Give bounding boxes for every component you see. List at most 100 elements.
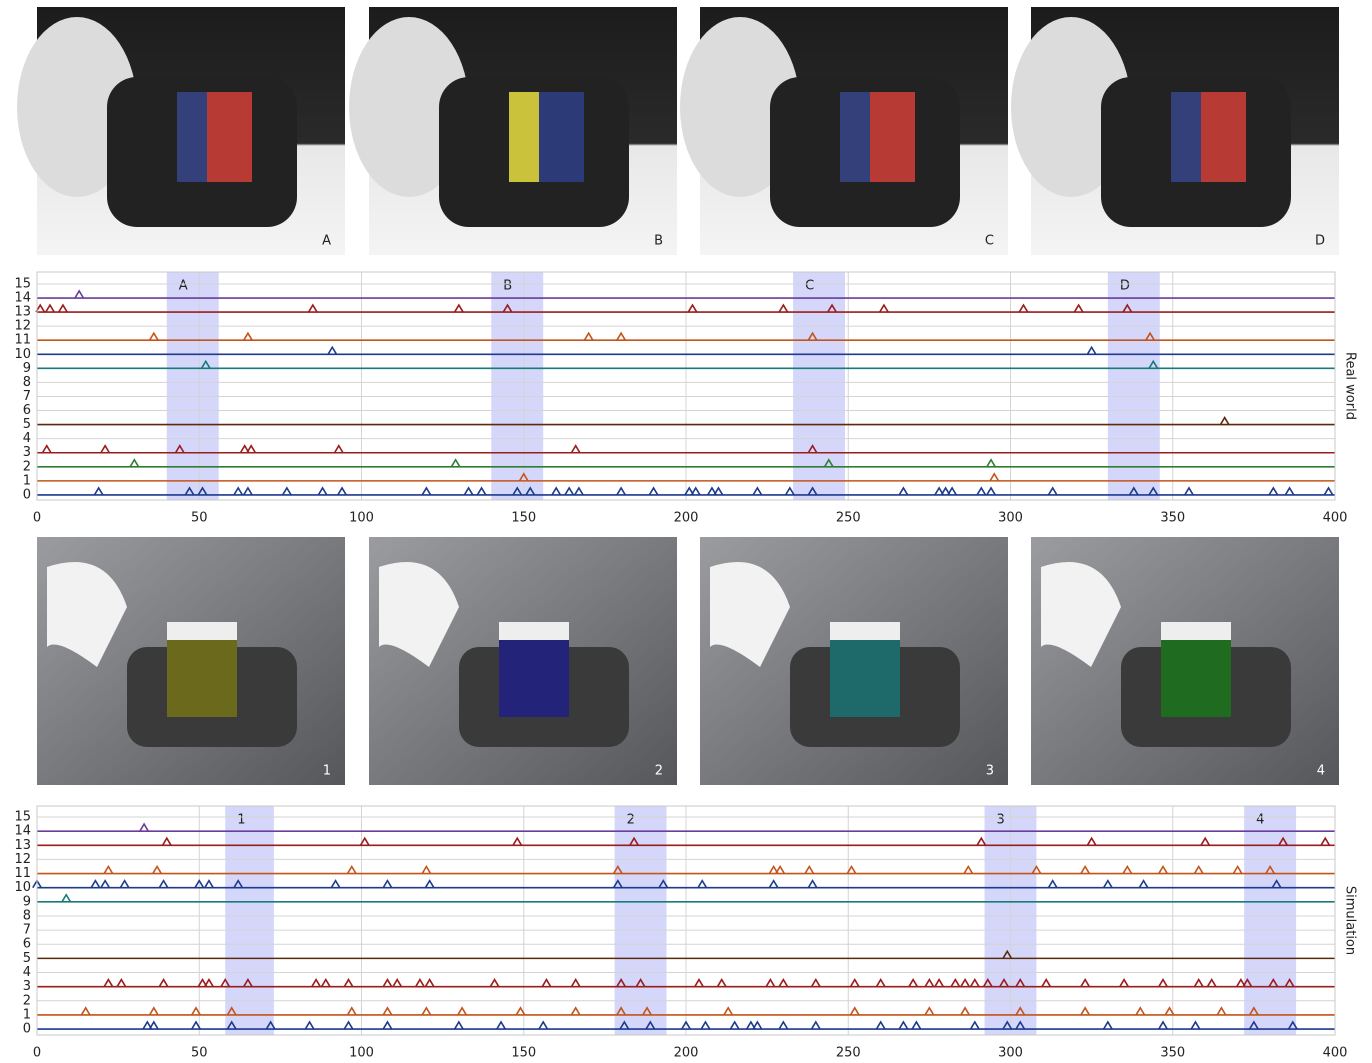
photo-label: A (322, 234, 331, 249)
event-spike (150, 1022, 158, 1029)
event-spike (935, 980, 943, 987)
y-tick-label: 0 (23, 487, 31, 502)
event-spike (977, 838, 985, 845)
event-spike (1217, 1008, 1225, 1015)
x-tick-label: 0 (33, 1046, 41, 1061)
event-spike (348, 1008, 356, 1015)
event-spike (571, 980, 579, 987)
event-spike (753, 488, 761, 495)
highlight-label: 2 (627, 813, 635, 828)
y-tick-label: 13 (14, 305, 31, 320)
event-spike (539, 1022, 547, 1029)
event-spike (383, 980, 391, 987)
event-spike (948, 488, 956, 495)
event-spike (575, 488, 583, 495)
event-spike (971, 980, 979, 987)
y-tick-label: 2 (23, 459, 31, 474)
event-spike (1185, 488, 1193, 495)
event-spike (851, 980, 859, 987)
event-spike (335, 446, 343, 453)
event-spike (779, 1022, 787, 1029)
event-spike (247, 446, 255, 453)
event-spike (990, 474, 998, 481)
y-tick-label: 10 (14, 880, 31, 895)
event-spike (912, 1022, 920, 1029)
event-spike (305, 1022, 313, 1029)
event-spike (1081, 980, 1089, 987)
event-spike (234, 488, 242, 495)
event-spike (244, 488, 252, 495)
event-spike (497, 1022, 505, 1029)
event-spike (513, 838, 521, 845)
event-spike (987, 460, 995, 467)
event-spike (318, 488, 326, 495)
event-spike (383, 1008, 391, 1015)
highlight-band (1108, 272, 1160, 500)
sim-cube (1161, 637, 1231, 717)
event-spike (322, 980, 330, 987)
event-spike (1120, 980, 1128, 987)
y-tick-label: 14 (14, 291, 31, 306)
event-spike (1123, 867, 1131, 874)
event-spike (695, 980, 703, 987)
event-spike (1159, 980, 1167, 987)
event-spike (961, 980, 969, 987)
event-spike (344, 980, 352, 987)
photo-label: C (985, 234, 994, 249)
event-spike (120, 881, 128, 888)
event-spike (490, 980, 498, 987)
event-spike (1269, 488, 1277, 495)
y-tick-label: 6 (23, 403, 31, 418)
event-spike (571, 1008, 579, 1015)
y-tick-label: 4 (23, 431, 31, 446)
event-spike (1104, 881, 1112, 888)
event-spike (422, 867, 430, 874)
y-tick-label: 1 (23, 1007, 31, 1022)
event-spike (584, 333, 592, 340)
event-spike (383, 1022, 391, 1029)
event-spike (458, 1008, 466, 1015)
y-tick-label: 8 (23, 375, 31, 390)
event-spike (1207, 980, 1215, 987)
event-spike (425, 881, 433, 888)
event-spike (75, 291, 83, 298)
sim-cube (499, 637, 569, 717)
y-tick-label: 15 (14, 276, 31, 291)
event-spike (1191, 1022, 1199, 1029)
event-spike (1324, 488, 1332, 495)
photo-label: D (1315, 234, 1325, 249)
event-spike (1159, 867, 1167, 874)
event-spike (730, 1022, 738, 1029)
event-spike (159, 980, 167, 987)
x-tick-label: 250 (836, 511, 861, 526)
event-spike (1081, 867, 1089, 874)
event-spike (205, 881, 213, 888)
event-spike (244, 333, 252, 340)
event-spike (812, 1022, 820, 1029)
highlight-label: B (503, 279, 512, 294)
event-spike (1321, 838, 1329, 845)
event-spike (698, 881, 706, 888)
highlight-band (167, 272, 219, 500)
y-tick-label: 7 (23, 923, 31, 938)
event-spike (769, 881, 777, 888)
event-spike (422, 1008, 430, 1015)
event-spike (59, 305, 67, 312)
render-label: 4 (1317, 764, 1325, 779)
x-tick-label: 50 (191, 1046, 208, 1061)
event-spike (987, 488, 995, 495)
y-tick-label: 12 (14, 852, 31, 867)
event-spike (1042, 980, 1050, 987)
event-spike (425, 980, 433, 987)
event-spike (1194, 980, 1202, 987)
event-spike (714, 488, 722, 495)
event-spike (542, 980, 550, 987)
event-spike (150, 333, 158, 340)
event-spike (753, 1022, 761, 1029)
event-spike (91, 881, 99, 888)
photo-label: B (654, 234, 663, 249)
event-spike (1233, 867, 1241, 874)
event-spike (776, 867, 784, 874)
event-spike (880, 305, 888, 312)
event-spike (786, 488, 794, 495)
